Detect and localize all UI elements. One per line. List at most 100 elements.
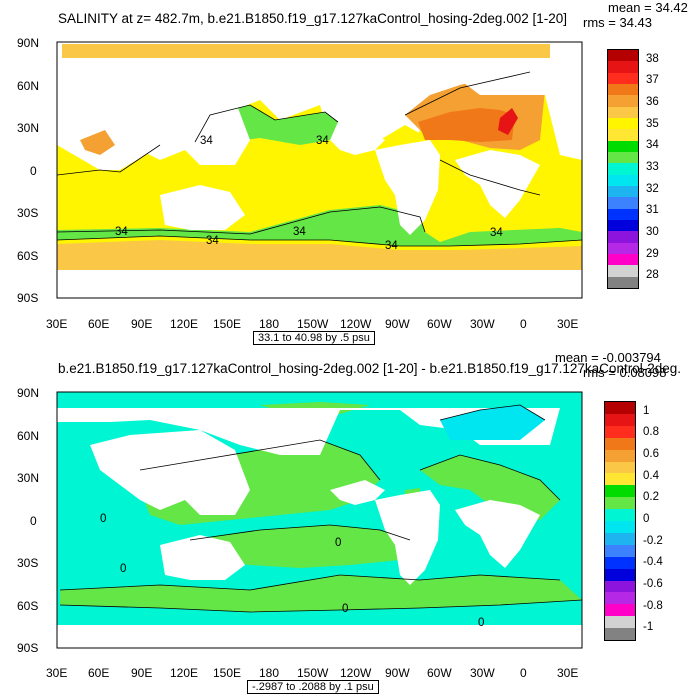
colorbar-swatch: [608, 95, 638, 108]
lat-label: 90S: [17, 641, 39, 655]
colorbar-swatch: [605, 628, 635, 641]
lon-label: 150E: [213, 666, 242, 680]
colorbar-swatch: [605, 449, 635, 462]
colorbar-swatch: [608, 129, 638, 142]
panel1-contours: [57, 71, 582, 247]
panel2-colorbar: [604, 401, 636, 641]
lon-label: 60E: [88, 666, 110, 680]
panel1-contour-label: 34: [115, 226, 128, 238]
lat-label: 60N: [17, 79, 40, 93]
panel2-title: b.e21.B1850.f19_g17.127kaControl_hosing-…: [58, 361, 681, 376]
colorbar-swatch: [608, 220, 638, 232]
colorbar-swatch: [605, 616, 635, 629]
panel1-contour-label: 34: [316, 135, 329, 147]
colorbar-swatch: [605, 437, 635, 451]
panel2-range-note: -.2987 to .2088 by .1 psu: [247, 680, 379, 694]
lon-label: 60W: [427, 317, 452, 331]
colorbar-swatch: [608, 163, 638, 176]
lon-label: 150W: [297, 317, 329, 331]
panel2-frame: [56, 391, 583, 649]
colorbar-label: -0.6: [643, 577, 663, 590]
colorbar-swatch: [608, 84, 638, 96]
lat-label: 30S: [17, 206, 39, 220]
lat-label: 30N: [17, 121, 40, 135]
panel1-frame: [56, 41, 583, 299]
lon-label: 180: [259, 666, 280, 680]
lat-label: 0: [30, 164, 37, 178]
colorbar-swatch: [605, 544, 635, 558]
colorbar-label: 33: [646, 161, 659, 173]
colorbar-swatch: [608, 265, 638, 278]
colorbar-swatch: [605, 461, 635, 474]
colorbar-label: 1: [643, 404, 650, 417]
colorbar-label: -1: [643, 621, 654, 634]
colorbar-label: -0.8: [643, 599, 663, 612]
lon-label: 120E: [170, 666, 199, 680]
colorbar-label: 38: [646, 52, 659, 65]
lat-label: 60N: [17, 429, 40, 443]
lon-label: 60E: [88, 317, 110, 331]
panel2-contour-label: 0: [120, 563, 127, 575]
lon-label: 30E: [46, 317, 68, 331]
colorbar-label: 0.8: [643, 426, 659, 439]
panel2-contours: [59, 404, 582, 613]
lat-label: 60S: [17, 599, 39, 613]
lat-label: 90N: [17, 386, 40, 400]
lat-label: 90S: [17, 291, 39, 305]
colorbar-label: 29: [646, 247, 659, 260]
colorbar-swatch: [605, 568, 635, 581]
lon-label: 90E: [131, 317, 153, 331]
panel1-rms: rms = 34.43: [583, 15, 653, 30]
lon-label: 60W: [427, 666, 452, 680]
colorbar-swatch: [608, 242, 638, 255]
colorbar-label: 0.2: [643, 491, 659, 504]
lon-label: 120W: [340, 666, 372, 680]
colorbar-swatch: [608, 72, 638, 85]
colorbar-swatch: [608, 118, 638, 130]
colorbar-swatch: [605, 402, 635, 415]
panel1-salinity-field: [57, 44, 582, 298]
colorbar-label: 35: [646, 117, 659, 130]
colorbar-swatch: [608, 197, 638, 210]
panel2-contour-label: 0: [478, 617, 485, 629]
colorbar-swatch: [605, 604, 635, 617]
colorbar-swatch: [608, 61, 638, 74]
colorbar-swatch: [605, 509, 635, 522]
panel2-contour-label: 0: [100, 513, 107, 525]
colorbar-swatch: [608, 208, 638, 221]
lon-label: 30E: [46, 666, 68, 680]
colorbar-label: 36: [646, 96, 659, 109]
colorbar-swatch: [605, 413, 635, 427]
lon-label: 30W: [470, 666, 495, 680]
colorbar-swatch: [608, 106, 638, 119]
colorbar-label: 0: [643, 513, 650, 525]
colorbar-swatch: [605, 556, 635, 570]
colorbar-swatch: [605, 473, 635, 486]
lat-label: 30S: [17, 556, 39, 570]
panel1-title: SALINITY at z= 482.7m, b.e21.B1850.f19_g…: [58, 11, 567, 26]
panel1-contour-label: 34: [385, 240, 398, 252]
colorbar-label: 30: [646, 225, 659, 238]
panel1-colorbar: [607, 49, 639, 289]
colorbar-swatch: [608, 186, 638, 198]
panel1-mean: mean = 34.42: [608, 0, 688, 15]
panel1-contour-label: 34: [490, 227, 503, 239]
panel1-contour-label: 34: [293, 226, 306, 238]
colorbar-swatch: [608, 254, 638, 266]
lon-label: 120W: [340, 317, 372, 331]
lat-label: 30N: [17, 471, 40, 485]
lat-label: 60S: [17, 249, 39, 263]
panel1-contour-label: 34: [200, 135, 213, 147]
colorbar-label: 0.6: [643, 448, 659, 461]
lon-label: 90W: [385, 666, 410, 680]
colorbar-swatch: [608, 174, 638, 187]
colorbar-swatch: [605, 485, 635, 498]
lon-label: 180: [259, 317, 280, 331]
colorbar-swatch: [608, 50, 638, 62]
lon-label: 30W: [470, 317, 495, 331]
colorbar-swatch: [608, 140, 638, 153]
colorbar-swatch: [605, 580, 635, 593]
colorbar-label: 32: [646, 182, 659, 195]
colorbar-label: 0.4: [643, 469, 659, 482]
lon-label: 30E: [557, 666, 579, 680]
